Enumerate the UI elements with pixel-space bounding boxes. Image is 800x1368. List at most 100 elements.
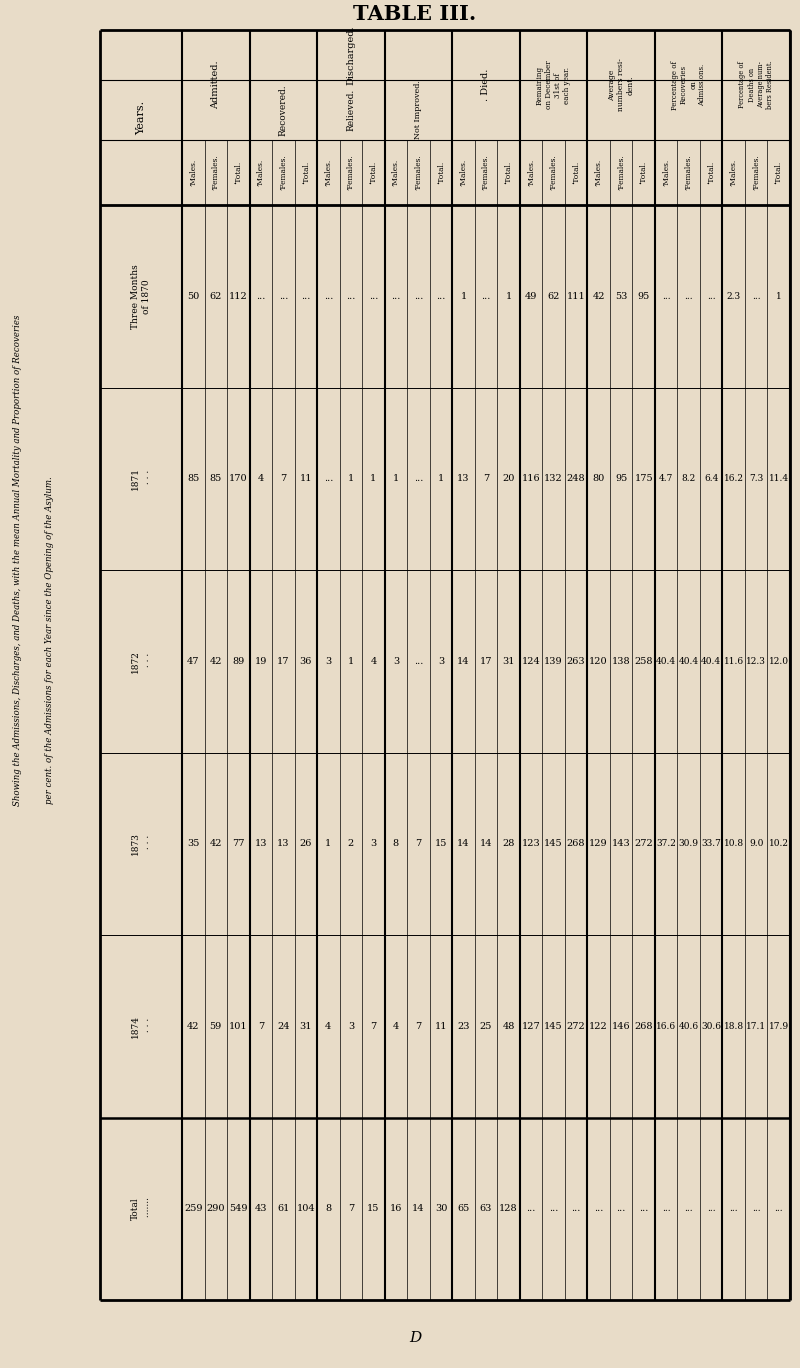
Text: 1874
 . . .: 1874 . . . [131,1015,150,1038]
Text: 1: 1 [326,839,331,848]
Text: 48: 48 [502,1022,514,1030]
Text: Discharged.: Discharged. [346,25,355,85]
Text: 127: 127 [522,1022,541,1030]
Text: 259: 259 [184,1204,202,1213]
Text: ’Females.: ’Females. [347,155,355,190]
Text: ’Females.: ’Females. [482,155,490,190]
Text: Relieved.: Relieved. [346,89,355,131]
Text: 77: 77 [232,839,245,848]
Text: ’Males.: ’Males. [257,159,265,186]
Text: 143: 143 [612,839,630,848]
Text: 16.6: 16.6 [656,1022,676,1030]
Text: 4: 4 [258,475,264,483]
Text: 53: 53 [615,291,627,301]
Text: ‘Total.: ‘Total. [234,161,242,185]
Text: 2.3: 2.3 [726,291,741,301]
Text: 1: 1 [348,475,354,483]
Text: 175: 175 [634,475,653,483]
Text: 7: 7 [415,839,422,848]
Text: ...: ... [324,475,333,483]
Text: ...: ... [617,1204,626,1213]
Text: ’Females.: ’Females. [550,155,558,190]
Text: 89: 89 [232,657,245,666]
Text: ‘Total.: ‘Total. [437,161,445,185]
Text: 112: 112 [229,291,248,301]
Text: ‘Total.: ‘Total. [370,161,378,185]
Text: ...: ... [774,1204,783,1213]
Text: 101: 101 [229,1022,248,1030]
Text: 95: 95 [615,475,627,483]
Text: ...: ... [594,1204,603,1213]
Text: 40.6: 40.6 [678,1022,698,1030]
Text: ...: ... [391,291,401,301]
Text: ’Males.: ’Males. [662,159,670,186]
Text: 49: 49 [525,291,538,301]
Text: ...: ... [301,291,310,301]
Text: ...: ... [324,291,333,301]
Text: 4: 4 [370,657,377,666]
Text: 85: 85 [187,475,199,483]
Text: 4: 4 [326,1022,331,1030]
Text: 31: 31 [300,1022,312,1030]
Text: ’Females.: ’Females. [212,155,220,190]
Text: 2: 2 [348,839,354,848]
Text: 59: 59 [210,1022,222,1030]
Text: ...: ... [571,1204,581,1213]
Text: ...: ... [369,291,378,301]
Text: 85: 85 [210,475,222,483]
Text: 14: 14 [458,657,470,666]
Text: 6.4: 6.4 [704,475,718,483]
Text: 42: 42 [187,1022,199,1030]
Text: 15: 15 [434,839,447,848]
Text: 146: 146 [612,1022,630,1030]
Text: 272: 272 [634,839,653,848]
Text: ’Males.: ’Males. [392,159,400,186]
Text: ‘Total.: ‘Total. [774,161,782,185]
Text: 3: 3 [370,839,377,848]
Text: Percentage of
Deaths on
Average num-
bers Resident.: Percentage of Deaths on Average num- ber… [738,60,774,109]
Text: 8: 8 [326,1204,331,1213]
Text: 30: 30 [434,1204,447,1213]
Text: ’Males.: ’Males. [190,159,198,186]
Text: ...: ... [707,291,715,301]
Text: 33.7: 33.7 [702,839,721,848]
Text: 3: 3 [393,657,399,666]
Text: 35: 35 [187,839,199,848]
Text: ‘Total.: ‘Total. [572,161,580,185]
Text: ’Females.: ’Females. [414,155,422,190]
Text: 15: 15 [367,1204,379,1213]
Text: ‘Total.: ‘Total. [707,161,715,185]
Text: Three Months
of 1870: Three Months of 1870 [131,264,150,328]
Text: 42: 42 [592,291,605,301]
Text: ...: ... [684,1204,693,1213]
Text: 122: 122 [590,1022,608,1030]
Text: 14: 14 [480,839,492,848]
Text: 61: 61 [277,1204,290,1213]
Text: 8: 8 [393,839,399,848]
Text: 3: 3 [326,657,331,666]
Text: 8.2: 8.2 [682,475,696,483]
Text: 1: 1 [348,657,354,666]
Text: 40.4: 40.4 [701,657,722,666]
Text: ’Males.: ’Males. [527,159,535,186]
Text: 1: 1 [460,291,466,301]
Text: 1: 1 [506,291,512,301]
Text: ’Males.: ’Males. [459,159,467,186]
Text: 111: 111 [566,291,586,301]
Text: 42: 42 [210,657,222,666]
Text: ...: ... [662,1204,670,1213]
Text: 95: 95 [638,291,650,301]
Text: 138: 138 [612,657,630,666]
Text: 12.0: 12.0 [769,657,789,666]
Text: 24: 24 [277,1022,290,1030]
Text: Total
 .......: Total ....... [131,1197,150,1220]
Text: ...: ... [414,475,423,483]
Text: 104: 104 [297,1204,315,1213]
Text: 1: 1 [393,475,399,483]
Text: 16: 16 [390,1204,402,1213]
Text: ...: ... [639,1204,648,1213]
Text: 3: 3 [438,657,444,666]
Text: ‘Total.: ‘Total. [640,161,648,185]
Text: 11.6: 11.6 [724,657,744,666]
Text: 549: 549 [229,1204,247,1213]
